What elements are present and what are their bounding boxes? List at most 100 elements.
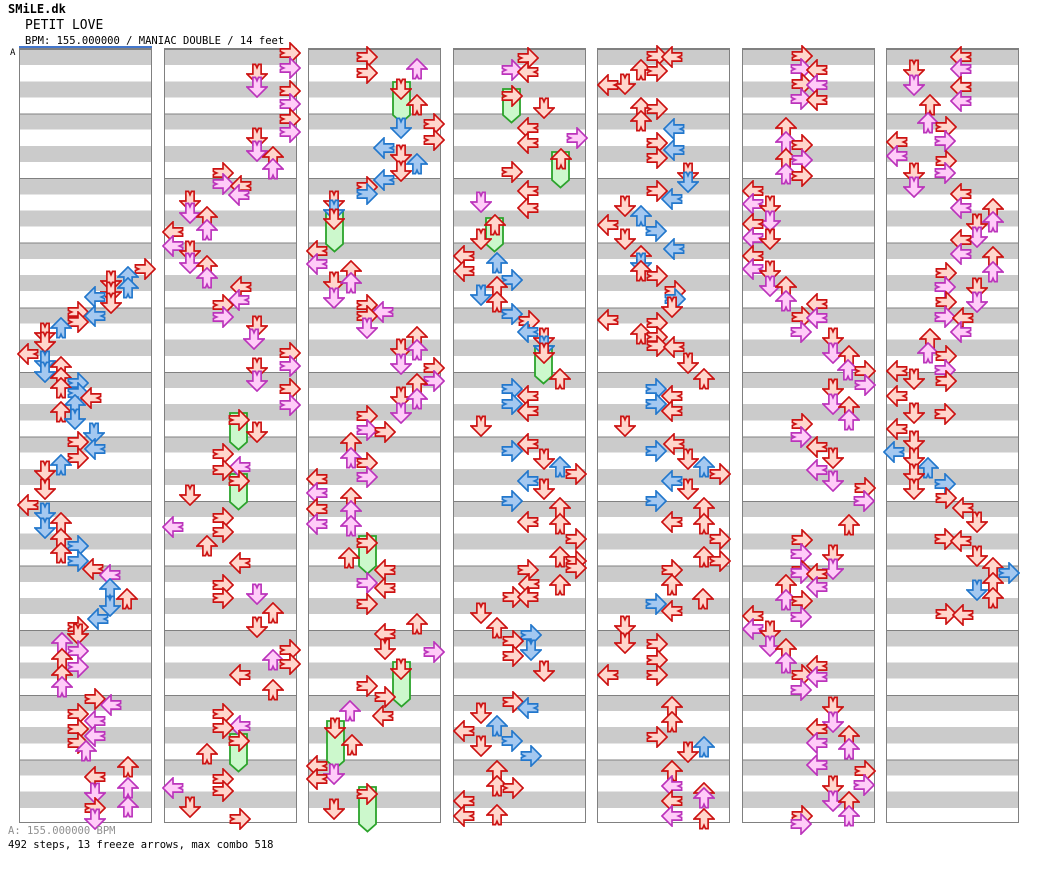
step-arrow-left-icon <box>805 305 828 331</box>
step-arrow-left-icon <box>305 251 328 277</box>
step-arrow-up-icon <box>404 57 430 80</box>
step-arrow-right-icon <box>853 772 875 798</box>
step-arrow-left-icon <box>596 307 619 333</box>
step-arrow-up-icon <box>547 512 572 535</box>
step-arrow-right-icon <box>356 570 379 596</box>
step-arrow-left-icon <box>373 557 396 583</box>
step-arrow-left-icon <box>86 606 109 632</box>
step-arrow-left-icon <box>372 167 395 193</box>
step-arrow-up-icon <box>115 795 141 818</box>
step-arrow-down-icon <box>518 639 543 662</box>
step-arrow-down-icon <box>354 317 380 340</box>
step-arrow-down-icon <box>388 353 414 376</box>
step-arrow-down-icon <box>820 544 845 567</box>
step-arrow-right-icon <box>502 643 524 669</box>
step-arrow-left-icon <box>662 137 685 163</box>
step-arrow-up-icon <box>404 152 430 175</box>
step-arrow-down-icon <box>820 327 845 350</box>
step-arrow-down-icon <box>901 162 927 185</box>
chart-column-4 <box>452 45 588 829</box>
step-arrow-up-icon <box>115 776 141 799</box>
step-arrow-up-icon <box>836 737 861 760</box>
song-title: PETIT LOVE <box>25 18 104 33</box>
step-arrow-down-icon <box>177 796 202 819</box>
step-arrow-down-icon <box>82 808 108 831</box>
step-arrow-up-icon <box>338 271 364 294</box>
step-arrow-down-icon <box>388 658 414 681</box>
step-arrow-up-icon <box>980 210 1006 233</box>
step-arrow-right-icon <box>67 445 90 471</box>
step-arrow-down-icon <box>820 470 845 493</box>
step-arrow-right-icon <box>356 464 379 490</box>
step-arrow-right-icon <box>646 662 669 688</box>
step-arrow-right-icon <box>501 267 523 293</box>
step-arrow-down-icon <box>964 545 990 568</box>
step-arrow-right-icon <box>854 372 876 398</box>
step-arrow-up-icon <box>547 367 572 390</box>
step-arrow-up-icon <box>484 251 509 274</box>
step-arrow-up-icon <box>980 586 1006 609</box>
step-arrow-left-icon <box>452 718 475 744</box>
step-arrow-left-icon <box>305 766 328 792</box>
step-arrow-left-icon <box>517 571 540 597</box>
step-arrow-right-icon <box>356 781 379 807</box>
step-arrow-left-icon <box>516 195 539 221</box>
step-arrow-right-icon <box>791 163 813 189</box>
step-arrow-left-icon <box>516 695 539 721</box>
step-arrow-down-icon <box>321 798 347 821</box>
step-arrow-down-icon <box>757 228 782 251</box>
step-arrow-up-icon <box>260 648 285 671</box>
step-arrow-left-icon <box>372 135 395 161</box>
step-arrow-left-icon <box>885 383 908 409</box>
step-arrow-up-icon <box>628 259 654 282</box>
step-arrow-up-icon <box>691 807 717 830</box>
step-arrow-right-icon <box>790 424 812 450</box>
step-arrow-right-icon <box>934 401 957 427</box>
step-arrow-right-icon <box>790 677 812 703</box>
step-arrow-left-icon <box>373 621 396 647</box>
step-arrow-down-icon <box>468 415 493 438</box>
step-arrow-left-icon <box>660 398 683 424</box>
section-marker-label: A <box>10 48 16 58</box>
step-arrow-down-icon <box>177 484 202 507</box>
step-arrow-down-icon <box>321 208 347 231</box>
step-arrow-up-icon <box>482 213 507 236</box>
step-arrow-down-icon <box>675 448 701 471</box>
step-arrow-left-icon <box>885 416 908 442</box>
step-arrow-left-icon <box>161 514 184 540</box>
step-arrow-right-icon <box>279 392 301 418</box>
step-arrow-up-icon <box>836 513 861 536</box>
step-arrow-down-icon <box>372 638 398 661</box>
step-arrow-left-icon <box>660 468 683 494</box>
step-arrow-left-icon <box>662 334 685 360</box>
step-arrow-left-icon <box>161 233 184 259</box>
step-arrow-down-icon <box>32 331 58 354</box>
step-arrow-left-icon <box>516 431 539 457</box>
step-arrow-right-icon <box>374 419 397 445</box>
step-arrow-left-icon <box>805 752 828 778</box>
step-arrow-right-icon <box>279 651 301 677</box>
step-arrow-left-icon <box>660 803 683 829</box>
step-arrow-right-icon <box>228 468 250 494</box>
step-arrow-left-icon <box>805 574 828 600</box>
step-arrow-right-icon <box>790 560 812 586</box>
chart-column-7 <box>882 44 1021 823</box>
step-arrow-right-icon <box>934 274 957 300</box>
step-arrow-right-icon <box>646 145 669 171</box>
step-arrow-up-icon <box>484 616 509 639</box>
step-arrow-up-icon <box>194 266 219 289</box>
step-arrow-left-icon <box>949 528 972 554</box>
step-arrow-left-icon <box>949 56 972 82</box>
step-arrow-down-icon <box>901 478 927 501</box>
step-arrow-down-icon <box>468 191 493 214</box>
step-arrow-down-icon <box>820 558 845 581</box>
step-arrow-right-icon <box>709 548 732 574</box>
step-arrow-up-icon <box>48 316 74 339</box>
step-arrow-down-icon <box>901 74 927 97</box>
step-arrow-down-icon <box>964 277 990 300</box>
step-arrow-down-icon <box>177 202 202 225</box>
step-arrow-right-icon <box>709 461 732 487</box>
step-arrow-up-icon <box>484 803 509 826</box>
step-arrow-up-icon <box>915 456 941 479</box>
